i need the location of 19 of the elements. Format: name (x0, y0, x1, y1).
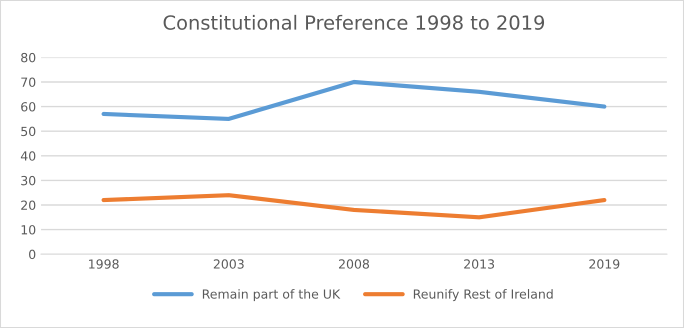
chart-title: Constitutional Preference 1998 to 2019 (164, 14, 544, 30)
line-series (102, 80, 606, 121)
legend-label: Reunify Rest of Ireland (414, 289, 553, 302)
x-tick-label: 2003 (214, 259, 244, 269)
x-tick-label: 2019 (589, 259, 620, 269)
y-tick-label: 80 (21, 52, 36, 62)
y-tick-label: 40 (20, 151, 36, 161)
y-tick-label: 20 (21, 200, 36, 210)
y-tick-label: 60 (21, 102, 36, 112)
x-tick-label: 2008 (338, 259, 370, 269)
y-tick-label: 10 (22, 225, 36, 235)
y-tick-label: 50 (21, 126, 36, 136)
y-tick-label: 30 (21, 176, 36, 186)
line-series (102, 193, 606, 220)
x-tick-label: 2013 (464, 259, 494, 269)
y-tick-label: 70 (21, 77, 36, 87)
x-tick-label: 1998 (89, 259, 119, 269)
legend-label: Remain part of the UK (202, 289, 340, 302)
y-tick-label: 0 (29, 250, 36, 260)
